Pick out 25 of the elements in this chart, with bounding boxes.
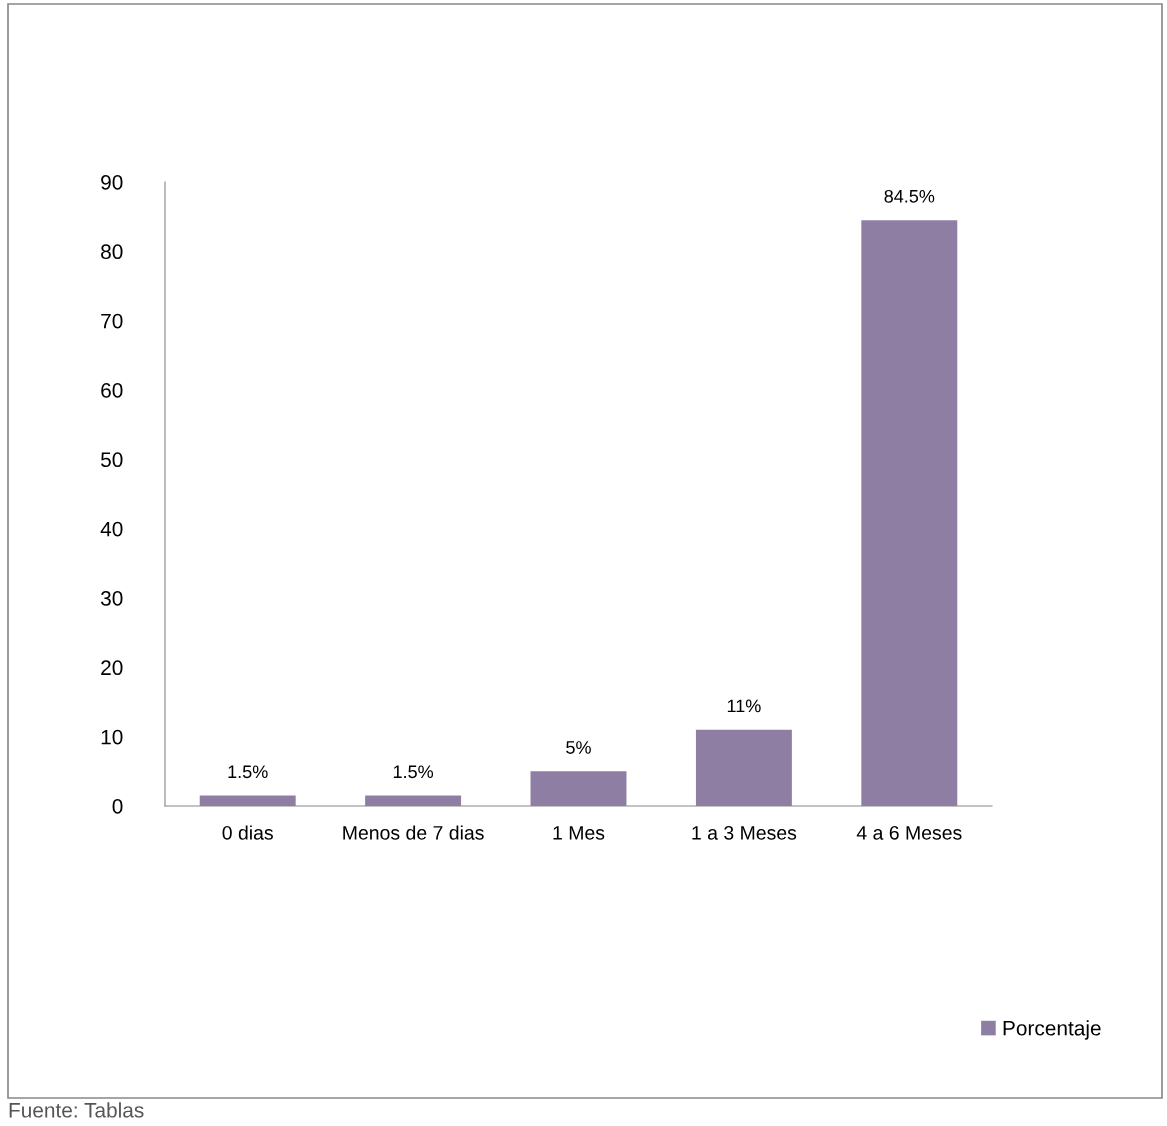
data-label: 84.5% xyxy=(884,189,935,203)
x-tick-label: 4 a 6 Meses xyxy=(856,825,962,840)
y-tick-label: 60 xyxy=(101,383,123,398)
y-tick-label: 70 xyxy=(101,313,123,329)
x-tick-label: 1 a 3 Meses xyxy=(692,825,797,840)
x-tick-label: 0 dias xyxy=(222,825,273,840)
legend-label: Porcentaje xyxy=(1003,1020,1101,1040)
bar xyxy=(530,771,627,806)
y-tick-label: 80 xyxy=(101,244,123,260)
bar xyxy=(861,220,958,806)
x-tick-label: Menos de 7 dias xyxy=(343,825,484,840)
source-note: Fuente: Tablas xyxy=(9,1102,144,1118)
y-tick-label: 30 xyxy=(100,591,123,606)
y-tick-label: 50 xyxy=(101,452,123,468)
x-tick-label: 1 Mes xyxy=(553,826,605,840)
data-label: 5% xyxy=(566,741,591,754)
y-tick-label: 0 xyxy=(112,799,123,814)
y-tick-label: 10 xyxy=(101,729,123,745)
y-tick-label: 90 xyxy=(101,175,123,190)
data-label: 1.5% xyxy=(393,765,434,779)
data-label: 11% xyxy=(727,699,761,713)
data-label: 1.5% xyxy=(228,765,268,779)
y-tick-label: 20 xyxy=(101,660,123,676)
y-tick-label: 40 xyxy=(100,521,123,537)
bar xyxy=(695,729,792,806)
